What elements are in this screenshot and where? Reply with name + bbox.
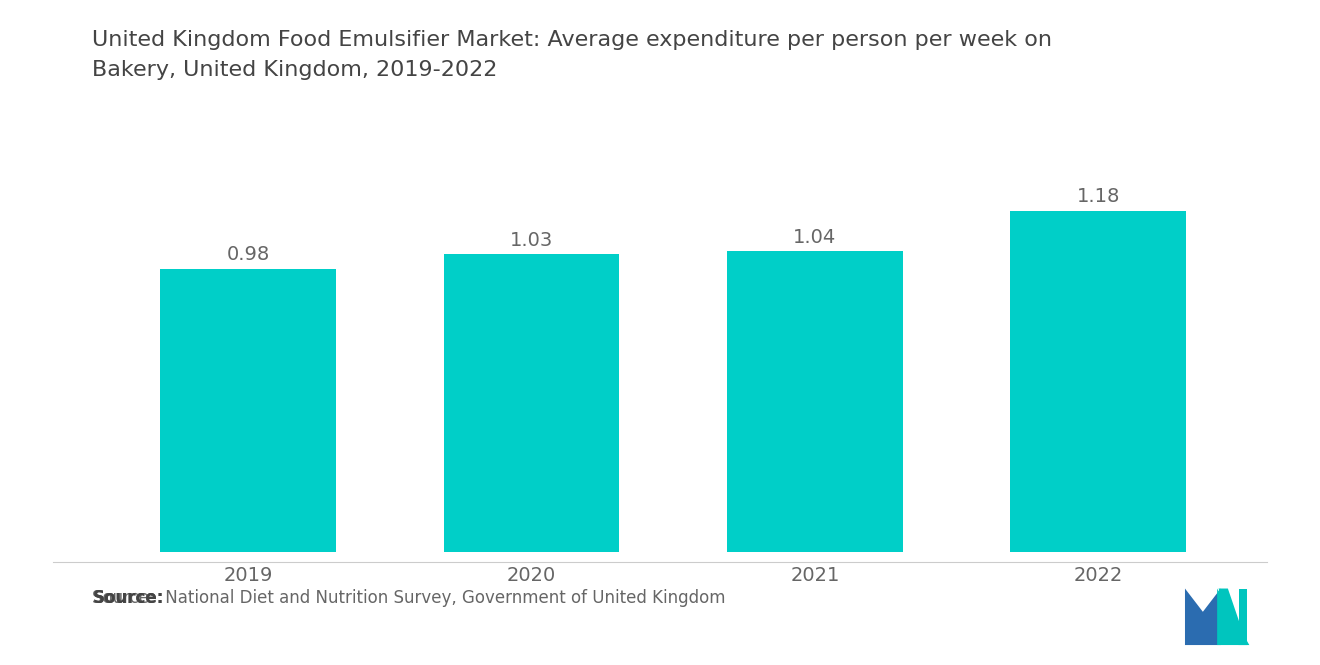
Polygon shape <box>1185 589 1221 645</box>
Polygon shape <box>1238 589 1247 645</box>
Bar <box>444 254 619 552</box>
Text: Source:: Source: <box>92 589 164 606</box>
Polygon shape <box>1218 589 1247 645</box>
Text: United Kingdom Food Emulsifier Market: Average expenditure per person per week o: United Kingdom Food Emulsifier Market: A… <box>92 30 1052 50</box>
Text: Source:  National Diet and Nutrition Survey, Government of United Kingdom: Source: National Diet and Nutrition Surv… <box>92 589 726 606</box>
Text: Bakery, United Kingdom, 2019-2022: Bakery, United Kingdom, 2019-2022 <box>92 60 498 80</box>
Polygon shape <box>1217 589 1249 645</box>
Text: Source:: Source: <box>92 589 164 606</box>
Polygon shape <box>1218 589 1228 645</box>
Text: 1.18: 1.18 <box>1077 188 1119 206</box>
Bar <box>1010 211 1185 552</box>
Text: 1.03: 1.03 <box>510 231 553 250</box>
Text: 1.04: 1.04 <box>793 228 837 247</box>
Text: 0.98: 0.98 <box>227 245 269 264</box>
Bar <box>161 269 337 552</box>
Bar <box>727 251 903 552</box>
